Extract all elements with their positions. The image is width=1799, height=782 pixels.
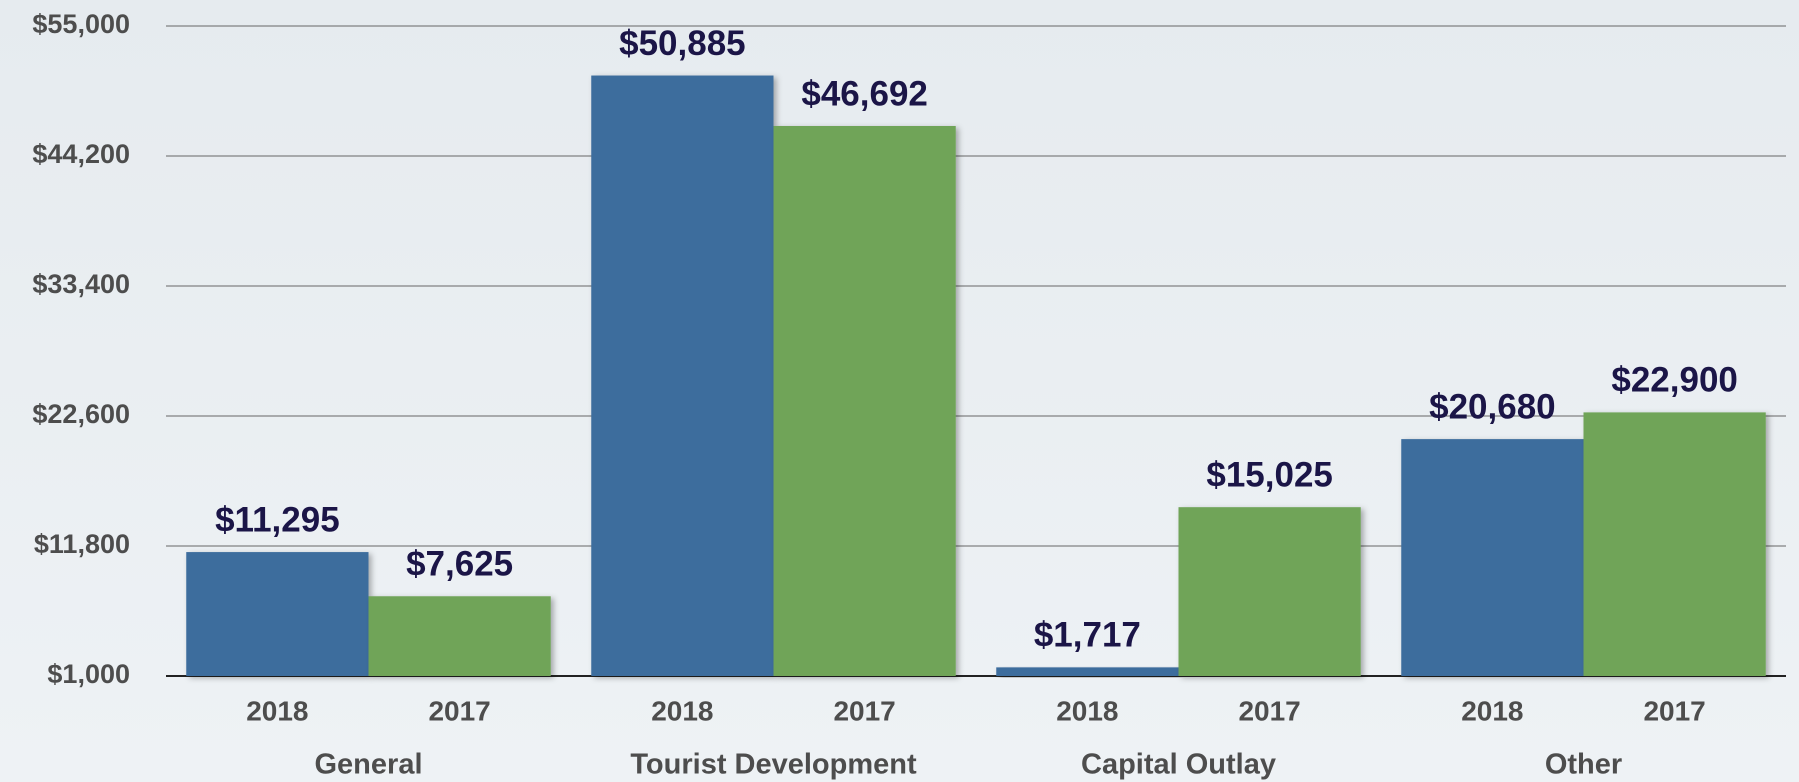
value-label: $22,900 [1611, 361, 1738, 400]
bar [1583, 412, 1766, 676]
y-tick-label: $22,600 [32, 399, 130, 429]
y-tick-label: $33,400 [32, 269, 130, 299]
y-tick-label: $1,000 [47, 659, 130, 689]
series-label: 2017 [1643, 695, 1705, 726]
series-label: 2017 [833, 695, 895, 726]
series-label: 2018 [1056, 695, 1118, 726]
value-label: $7,625 [406, 545, 513, 584]
value-label: $20,680 [1429, 387, 1556, 426]
bar [186, 552, 369, 676]
series-label: 2017 [1238, 695, 1300, 726]
bar [996, 667, 1179, 676]
series-label: 2018 [1461, 695, 1523, 726]
bar [1401, 439, 1584, 676]
value-label: $11,295 [215, 500, 340, 539]
bar [1178, 507, 1361, 676]
y-tick-label: $55,000 [32, 9, 130, 39]
series-label: 2018 [246, 695, 308, 726]
bar [591, 75, 774, 676]
series-label: 2017 [428, 695, 490, 726]
y-tick-label: $44,200 [32, 139, 130, 169]
x-tick-label: Other [1545, 749, 1622, 781]
x-tick-label: Tourist Development [630, 749, 917, 781]
value-label: $46,692 [801, 74, 928, 113]
value-label: $15,025 [1206, 455, 1333, 494]
bar [368, 596, 551, 676]
series-label: 2018 [651, 695, 713, 726]
value-label: $1,717 [1034, 616, 1141, 655]
bar [773, 126, 956, 676]
y-tick-label: $11,800 [34, 529, 130, 559]
x-tick-label: General [315, 749, 423, 781]
x-tick-label: Capital Outlay [1081, 749, 1276, 781]
value-label: $50,885 [619, 24, 746, 63]
